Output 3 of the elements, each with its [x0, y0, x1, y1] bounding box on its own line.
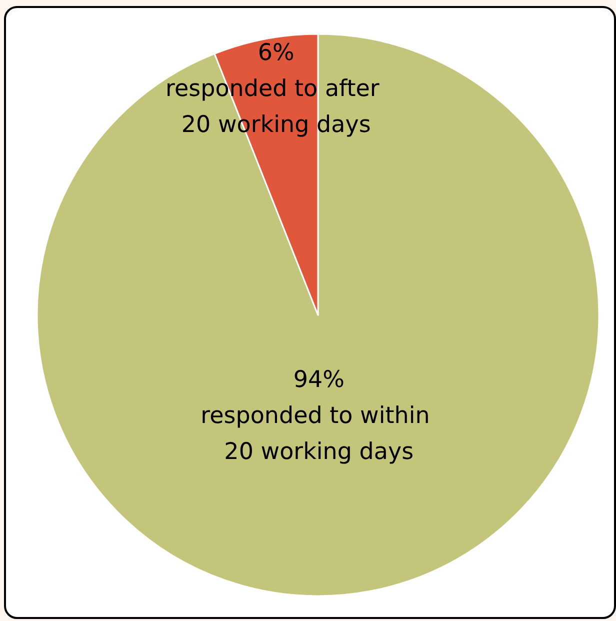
slice-label: responded to within 20 working days — [200, 402, 438, 465]
data-label: 6% — [258, 40, 294, 66]
data-label: 94% — [293, 366, 344, 393]
